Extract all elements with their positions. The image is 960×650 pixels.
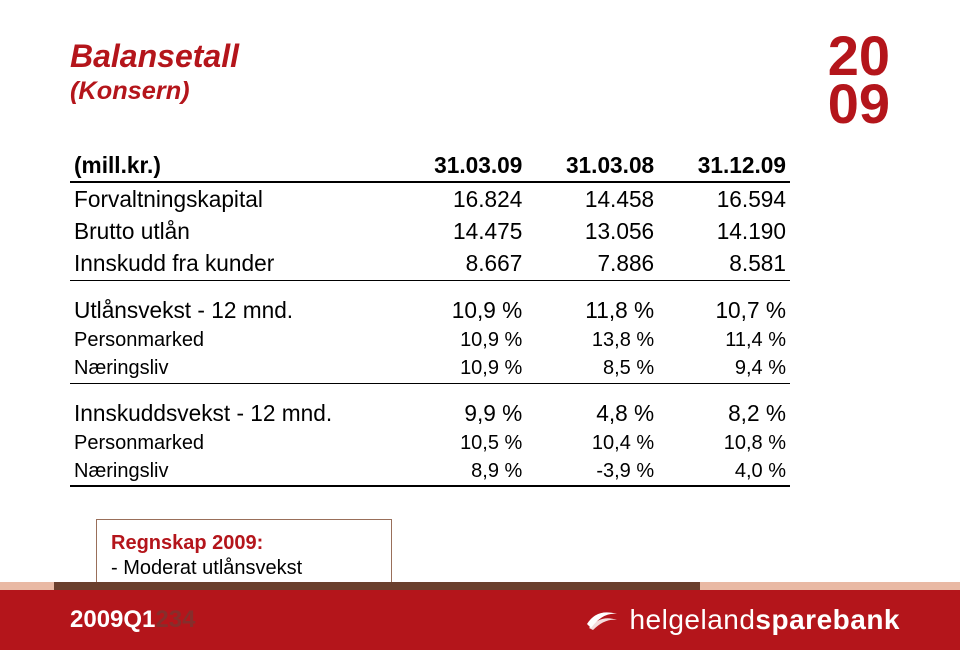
cell-value: 11,4 %: [658, 326, 790, 354]
cell-value: 13,8 %: [526, 326, 658, 354]
note-item: - Moderat utlånsvekst: [111, 557, 339, 580]
spacer: [70, 280, 790, 294]
cell-label: Innskuddsvekst - 12 mnd.: [70, 397, 395, 429]
col-c3: 31.12.09: [658, 149, 790, 181]
col-c1: 31.03.09: [395, 149, 527, 181]
cell-value: 8,9 %: [395, 457, 527, 485]
cell-value: 10,7 %: [658, 294, 790, 326]
band-segment: [700, 582, 960, 590]
cell-value: 16.594: [658, 182, 790, 215]
table-row: Forvaltningskapital 16.824 14.458 16.594: [70, 182, 790, 215]
cell-value: 7.886: [526, 247, 658, 279]
cell-value: 9,4 %: [658, 354, 790, 382]
logo: helgelandsparebank: [585, 604, 900, 637]
table-row: Innskuddsvekst - 12 mnd. 9,9 % 4,8 % 8,2…: [70, 397, 790, 429]
table-row: Utlånsvekst - 12 mnd. 10,9 % 11,8 % 10,7…: [70, 294, 790, 326]
logo-bold: sparebank: [755, 604, 900, 635]
cell-value: -3,9 %: [526, 457, 658, 485]
table-row: Næringsliv 10,9 % 8,5 % 9,4 %: [70, 354, 790, 382]
period-rest: 234: [155, 606, 195, 633]
cell-label: Personmarked: [70, 326, 395, 354]
band-main: 2009Q1234 helgelandsparebank: [0, 590, 960, 650]
year-bot: 09: [828, 80, 890, 128]
cell-value: 4,8 %: [526, 397, 658, 429]
cell-value: 10,8 %: [658, 429, 790, 457]
cell-value: 8.667: [395, 247, 527, 279]
cell-value: 8,5 %: [526, 354, 658, 382]
cell-value: 4,0 %: [658, 457, 790, 485]
cell-label: Personmarked: [70, 429, 395, 457]
table-row: Personmarked 10,9 % 13,8 % 11,4 %: [70, 326, 790, 354]
page-subtitle: (Konsern): [70, 77, 239, 106]
balance-table: (mill.kr.) 31.03.09 31.03.08 31.12.09 Fo…: [70, 149, 790, 487]
title-row: Balansetall (Konsern) 20 09: [70, 38, 890, 127]
cell-value: 8,2 %: [658, 397, 790, 429]
cell-value: 9,9 %: [395, 397, 527, 429]
cell-value: 8.581: [658, 247, 790, 279]
table-row: Næringsliv 8,9 % -3,9 % 4,0 %: [70, 457, 790, 485]
cell-label: Innskudd fra kunder: [70, 247, 395, 279]
logo-swoosh-icon: [585, 604, 619, 637]
cell-value: 14.190: [658, 215, 790, 247]
divider: [70, 485, 790, 486]
cell-value: 10,9 %: [395, 326, 527, 354]
cell-label: Næringsliv: [70, 354, 395, 382]
cell-value: 14.458: [526, 182, 658, 215]
table-row: Personmarked 10,5 % 10,4 % 10,8 %: [70, 429, 790, 457]
band-top: [0, 582, 960, 590]
table-row: Innskudd fra kunder 8.667 7.886 8.581: [70, 247, 790, 279]
cell-label: Brutto utlån: [70, 215, 395, 247]
col-c2: 31.03.08: [526, 149, 658, 181]
band-segment: [54, 582, 700, 590]
logo-text: helgelandsparebank: [629, 604, 900, 636]
cell-value: 11,8 %: [526, 294, 658, 326]
cell-value: 13.056: [526, 215, 658, 247]
table-header-row: (mill.kr.) 31.03.09 31.03.08 31.12.09: [70, 149, 790, 181]
cell-value: 10,9 %: [395, 294, 527, 326]
period-label: 2009Q1234: [70, 606, 195, 634]
cell-label: Forvaltningskapital: [70, 182, 395, 215]
cell-value: 10,5 %: [395, 429, 527, 457]
logo-thin: helgeland: [629, 604, 755, 635]
cell-label: Utlånsvekst - 12 mnd.: [70, 294, 395, 326]
footer-band: 2009Q1234 helgelandsparebank: [0, 582, 960, 650]
cell-value: 10,9 %: [395, 354, 527, 382]
year-badge: 20 09: [828, 32, 890, 127]
cell-value: 10,4 %: [526, 429, 658, 457]
spacer: [70, 383, 790, 397]
col-label: (mill.kr.): [70, 149, 395, 181]
cell-value: 16.824: [395, 182, 527, 215]
cell-label: Næringsliv: [70, 457, 395, 485]
table-row: Brutto utlån 14.475 13.056 14.190: [70, 215, 790, 247]
title-block: Balansetall (Konsern): [70, 38, 239, 106]
band-segment: [0, 582, 54, 590]
page-title: Balansetall: [70, 38, 239, 75]
cell-value: 14.475: [395, 215, 527, 247]
period-q1: Q1: [123, 606, 155, 633]
slide: Balansetall (Konsern) 20 09 (mill.kr.) 3…: [0, 0, 960, 650]
note-title: Regnskap 2009:: [111, 532, 339, 555]
period-year: 2009: [70, 606, 123, 633]
